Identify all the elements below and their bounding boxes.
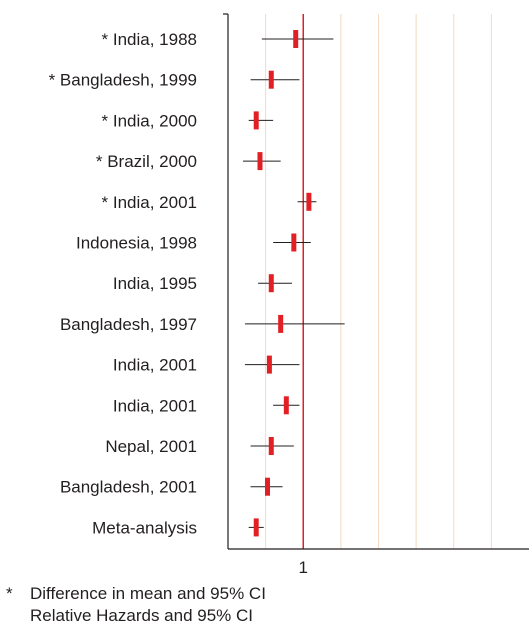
point-estimate [293, 30, 299, 48]
point-estimate [283, 396, 289, 415]
study-row: Nepal, 2001 [105, 437, 294, 456]
study-row: Bangladesh, 1997 [60, 314, 345, 334]
study-rows: * India, 1988 * Bangladesh, 1999 * India, … [49, 30, 345, 537]
footnote-mark [6, 605, 30, 627]
study-row: Meta-analysis [92, 518, 264, 537]
study-row: * Brazil, 2000 [96, 152, 281, 171]
point-estimate [253, 518, 259, 537]
study-label: Meta-analysis [92, 518, 197, 537]
study-label: India, 2001 [113, 396, 197, 415]
point-estimate [306, 192, 312, 211]
point-estimate [253, 111, 259, 130]
study-row: India, 2001 [113, 355, 300, 375]
study-row: Bangladesh, 2001 [60, 477, 283, 497]
study-label: Bangladesh, 1997 [60, 315, 197, 334]
study-label: Nepal, 2001 [105, 437, 197, 456]
x-tick-label: 1 [299, 558, 308, 577]
study-label: * Bangladesh, 1999 [49, 71, 197, 90]
study-row: * India, 2000 [102, 111, 274, 130]
study-label: India, 1995 [113, 274, 197, 293]
point-estimate [291, 233, 297, 252]
footnote-text: Relative Hazards and 95% CI [30, 606, 254, 625]
study-label: * India, 2001 [102, 193, 197, 212]
footnotes: * Difference in mean and 95% CI Relative… [6, 583, 266, 627]
study-row: * India, 1988 [102, 30, 334, 49]
point-estimate [266, 355, 272, 374]
footnote-text: Difference in mean and 95% CI [30, 584, 266, 603]
study-row: * India, 2001 [102, 192, 317, 212]
footnote-row: * Difference in mean and 95% CI [6, 583, 266, 605]
point-estimate [268, 437, 274, 455]
study-row: Indonesia, 1998 [76, 233, 311, 253]
point-estimate [257, 152, 263, 171]
point-estimate [268, 70, 274, 89]
x-axis-ticks: 1 [223, 13, 308, 577]
study-label: * India, 1988 [102, 30, 197, 49]
study-label: Indonesia, 1998 [76, 234, 197, 253]
study-label: India, 2001 [113, 356, 197, 375]
point-estimate [268, 274, 274, 293]
study-row: India, 2001 [113, 396, 300, 415]
study-label: Bangladesh, 2001 [60, 478, 197, 497]
point-estimate [265, 477, 271, 496]
forest-plot: 1 * India, 1988* Bangladesh, 1999* India… [49, 13, 529, 577]
gridlines [265, 14, 492, 549]
point-estimate [278, 314, 284, 333]
study-label: * India, 2000 [102, 111, 197, 130]
study-label: * Brazil, 2000 [96, 152, 197, 171]
footnote-mark: * [6, 584, 13, 603]
study-row: * Bangladesh, 1999 [49, 70, 300, 90]
study-row: India, 1995 [113, 274, 292, 293]
footnote-row: Relative Hazards and 95% CI [6, 605, 266, 627]
